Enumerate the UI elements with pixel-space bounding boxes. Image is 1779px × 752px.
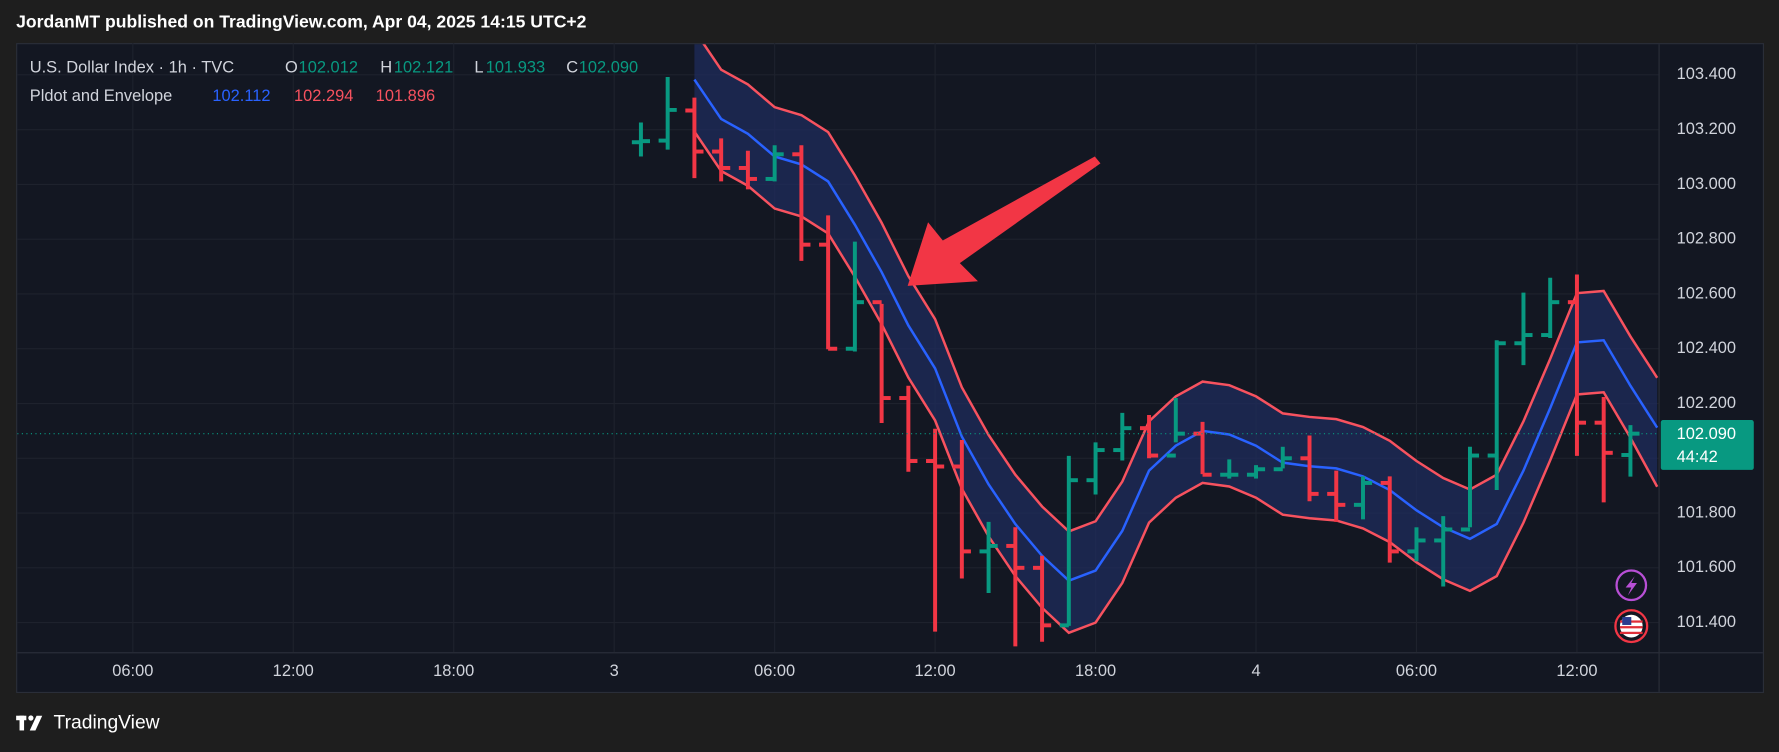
plot-area <box>17 44 1659 647</box>
logo-part <box>29 715 43 731</box>
envelope-fill <box>694 44 1658 633</box>
last-price-box <box>1660 420 1754 470</box>
ohlc-bar <box>1246 465 1266 479</box>
ohlc-bar <box>1380 476 1399 563</box>
ohlc-value: 101.933 <box>486 58 545 76</box>
flag-stripe <box>1619 631 1643 635</box>
ohlc-bar <box>1353 476 1373 520</box>
y-tick-label: 102.600 <box>1677 284 1736 302</box>
y-tick-label: 101.800 <box>1677 503 1736 521</box>
ohlc-bar <box>845 241 864 352</box>
flag-canton <box>1622 617 1632 625</box>
ohlc-bar <box>1487 340 1506 491</box>
indicator-value: 101.896 <box>376 87 435 105</box>
ohlc-bar <box>712 138 731 182</box>
ohlc-value: 102.090 <box>579 58 638 76</box>
y-tick-label: 101.600 <box>1677 558 1736 576</box>
footer-logo: TradingView <box>16 713 160 734</box>
ohlc-bar <box>1594 396 1613 503</box>
ohlc-bar <box>738 150 757 190</box>
ohlc-bar <box>792 145 811 261</box>
flag-stripe <box>1619 626 1643 629</box>
events-icon[interactable] <box>1614 609 1649 644</box>
ohlc-bar <box>1327 470 1346 522</box>
footer-brand: TradingView <box>54 713 160 734</box>
x-tick-label: 3 <box>610 662 619 680</box>
indicator-value: 102.294 <box>294 87 353 105</box>
ohlc-bar <box>1033 555 1052 642</box>
ohlc-bar <box>872 300 891 423</box>
ohlc-bar <box>1273 446 1292 472</box>
x-tick-label: 12:00 <box>273 662 314 680</box>
ohlc-bar <box>1220 459 1239 479</box>
annotation-arrow <box>907 156 1101 286</box>
y-tick-label: 103.400 <box>1677 65 1736 83</box>
ohlc-bar <box>1434 516 1453 587</box>
x-tick-label: 18:00 <box>433 662 474 680</box>
y-tick-label: 102.800 <box>1677 230 1736 248</box>
x-tick-label: 06:00 <box>1396 662 1437 680</box>
ohlc-bar <box>1460 446 1480 532</box>
last-price-label: 102.090 <box>1677 425 1736 443</box>
y-tick-label: 103.000 <box>1677 175 1736 193</box>
ohlc-bar <box>952 439 971 579</box>
alert-icon[interactable] <box>1615 569 1648 602</box>
ohlc-bar <box>685 97 704 179</box>
ohlc-bar <box>1514 292 1533 366</box>
ohlc-bar <box>819 215 838 351</box>
ohlc-bar <box>765 145 784 182</box>
x-tick-label: 18:00 <box>1075 662 1116 680</box>
y-tick-label: 102.400 <box>1677 339 1736 357</box>
x-tick-label: 12:00 <box>915 662 956 680</box>
chart-frame <box>16 43 1764 694</box>
header-text: JordanMT published on TradingView.com, A… <box>16 11 587 31</box>
countdown-label: 44:42 <box>1677 448 1718 466</box>
ohlc-bar <box>1086 442 1105 495</box>
x-tick-label: 12:00 <box>1556 662 1597 680</box>
ohlc-bar <box>1407 527 1426 562</box>
symbol-label: U.S. Dollar Index · 1h · TVC <box>30 58 234 76</box>
ohlc-bar <box>1300 435 1319 502</box>
x-tick-label: 4 <box>1251 662 1260 680</box>
indicator-name: Pldot and Envelope <box>30 87 173 105</box>
ohlc-bar <box>631 122 651 157</box>
legend: U.S. Dollar Index · 1h · TVC O 102.012 H 102… <box>30 58 638 104</box>
indicator-value: 102.112 <box>212 87 270 105</box>
ohlc-key: O <box>285 58 298 76</box>
ohlc-bar <box>1139 415 1159 459</box>
x-tick-label: 06:00 <box>754 662 795 680</box>
ohlc-key: L <box>474 58 483 76</box>
ohlc-bar <box>926 428 945 632</box>
ohlc-bar <box>1113 412 1132 461</box>
ohlc-key: H <box>380 58 392 76</box>
ohlc-bar <box>658 77 677 150</box>
lightning <box>1625 576 1637 596</box>
y-tick-label: 101.400 <box>1677 613 1736 631</box>
x-tick-label: 06:00 <box>112 662 153 680</box>
ohlc-value: 102.121 <box>394 58 453 76</box>
ohlc-bar <box>1059 455 1078 628</box>
ohlc-bar <box>899 385 918 472</box>
ohlc-key: C <box>566 58 578 76</box>
y-tick-label: 102.200 <box>1677 394 1736 412</box>
ohlc-bar <box>979 521 998 594</box>
ohlc-bar <box>1567 274 1587 456</box>
axes: 101.400101.600101.800102.000102.200102.4… <box>112 65 1754 680</box>
y-tick-label: 103.200 <box>1677 120 1736 138</box>
logo-part <box>28 715 34 721</box>
ohlc-bar <box>1006 527 1025 647</box>
pldot-line <box>693 78 1659 583</box>
ohlc-bar <box>1541 277 1560 339</box>
logo-part <box>19 715 25 731</box>
ohlc-value: 102.012 <box>299 58 358 76</box>
